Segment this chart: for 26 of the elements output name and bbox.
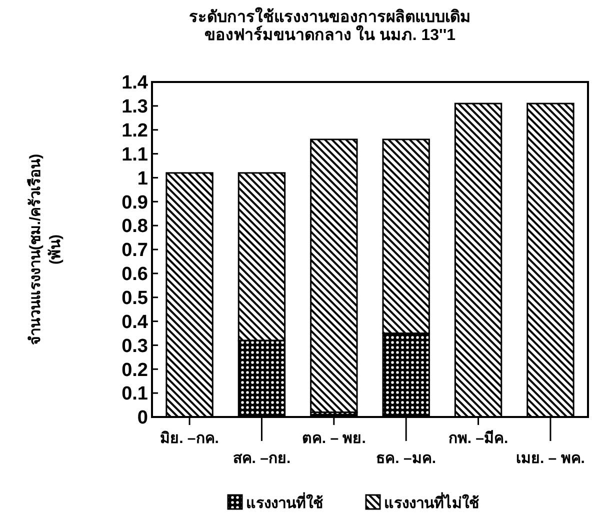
y-tick-label: 1: [137, 168, 148, 190]
x-tick-label: ธค. –มค.: [376, 450, 436, 467]
y-tick-label: 0.4: [122, 312, 148, 333]
y-tick-label: 0.3: [122, 336, 148, 357]
y-tick-label: 0.5: [122, 288, 148, 310]
x-tick-label: เมย. – พค.: [516, 450, 585, 467]
y-tick-label: 0.8: [122, 216, 148, 238]
y-tick-label: 0.9: [122, 192, 148, 214]
chart-title: ระดับการใช้แรงงานของการผลิตแบบเดิม ของฟาร์มขนาดกลาง ใน นมภ. 13''1: [189, 7, 471, 44]
y-tick-label: 1.2: [122, 120, 148, 142]
y-tick-label: 0.7: [122, 240, 148, 262]
y-tick-label: 0.2: [122, 360, 148, 381]
y-axis-title: จำนวนแรงงาน(ชม./ครัวเรือน) (พัน): [27, 154, 64, 346]
x-tick-label: ตค. – พย.: [302, 430, 366, 447]
y-tick-label: 1.1: [122, 144, 148, 166]
y-tick-label: 0: [137, 408, 148, 429]
x-tick-label: สค. –กย.: [232, 450, 291, 467]
legend-label: แรงงานที่ใช้: [246, 492, 323, 512]
y-tick-label: 0.6: [122, 264, 148, 286]
y-tick-label: 1.3: [122, 96, 148, 118]
x-tick-label: กพ. –มีค.: [448, 430, 508, 447]
legend-label: แรงงานที่ไม่ใช้: [384, 492, 479, 512]
y-tick-label: 0.1: [122, 384, 148, 405]
x-tick-label: มิย. –กค.: [160, 429, 219, 447]
bar: [310, 138, 358, 413]
y-tick-label: 1.4: [122, 72, 148, 94]
